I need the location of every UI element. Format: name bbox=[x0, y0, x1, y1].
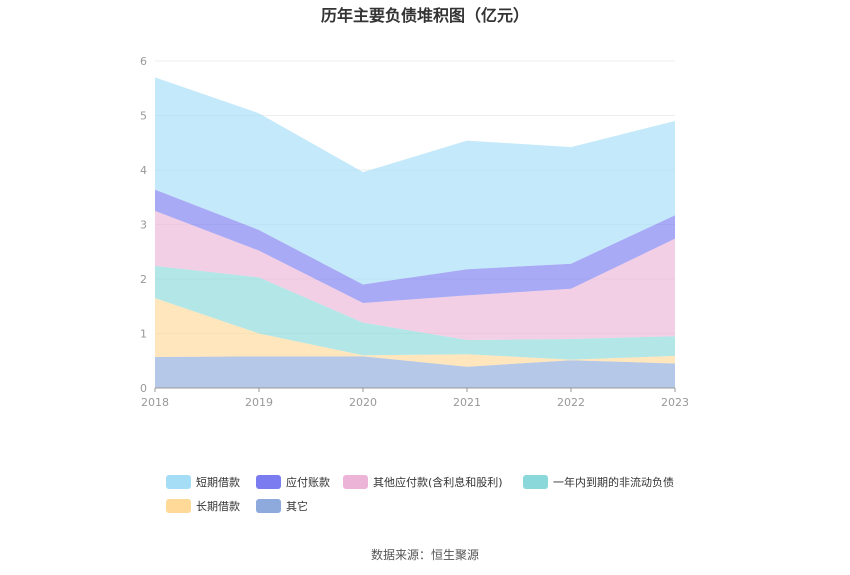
y-tick-label: 1 bbox=[140, 328, 147, 341]
x-tick-label: 2022 bbox=[557, 396, 585, 409]
x-tick-label: 2018 bbox=[141, 396, 169, 409]
area-series-应付账款 bbox=[155, 189, 675, 303]
legend-label: 其他应付款(含利息和股利) bbox=[373, 475, 503, 489]
x-tick-label: 2019 bbox=[245, 396, 273, 409]
area-series-一年内到期的非流动负债 bbox=[155, 265, 675, 360]
area-series-短期借款 bbox=[155, 77, 675, 285]
area-series-group bbox=[155, 77, 675, 388]
y-tick-label: 2 bbox=[140, 273, 147, 286]
y-tick-label: 3 bbox=[140, 219, 147, 232]
legend-label: 其它 bbox=[286, 499, 308, 513]
legend-item-其它[interactable]: 其它 bbox=[256, 499, 308, 513]
y-tick-label: 6 bbox=[140, 55, 147, 68]
source-text: 数据来源：恒生聚源 bbox=[371, 547, 479, 562]
legend-item-其他应付款(含利息和股利)[interactable]: 其他应付款(含利息和股利) bbox=[343, 475, 503, 489]
legend-swatch bbox=[166, 499, 191, 513]
legend-swatch bbox=[523, 475, 548, 489]
y-tick-label: 0 bbox=[140, 382, 147, 395]
legend-swatch bbox=[256, 475, 281, 489]
area-series-长期借款 bbox=[155, 298, 675, 367]
area-series-其他应付款(含利息和股利) bbox=[155, 210, 675, 341]
legend-swatch bbox=[166, 475, 191, 489]
x-tick-label: 2023 bbox=[661, 396, 689, 409]
y-tick-label: 4 bbox=[140, 164, 147, 177]
legend-item-短期借款[interactable]: 短期借款 bbox=[166, 475, 240, 489]
legend-label: 一年内到期的非流动负债 bbox=[553, 475, 674, 489]
legend-item-长期借款[interactable]: 长期借款 bbox=[166, 499, 240, 513]
legend-swatch bbox=[343, 475, 368, 489]
area-series-其它 bbox=[155, 356, 675, 388]
legend-label: 长期借款 bbox=[196, 499, 240, 513]
x-tick-label: 2020 bbox=[349, 396, 377, 409]
x-tick-label: 2021 bbox=[453, 396, 481, 409]
chart-title: 历年主要负债堆积图（亿元） bbox=[321, 6, 529, 25]
axes: 2018 2019 2020 2021 2022 2023 bbox=[141, 387, 689, 409]
legend-item-一年内到期的非流动负债[interactable]: 一年内到期的非流动负债 bbox=[523, 475, 674, 489]
legend-label: 应付账款 bbox=[286, 475, 330, 489]
legend-label: 短期借款 bbox=[196, 475, 240, 489]
legend-swatch bbox=[256, 499, 281, 513]
y-tick-label: 5 bbox=[140, 110, 147, 123]
legend-item-应付账款[interactable]: 应付账款 bbox=[256, 475, 330, 489]
